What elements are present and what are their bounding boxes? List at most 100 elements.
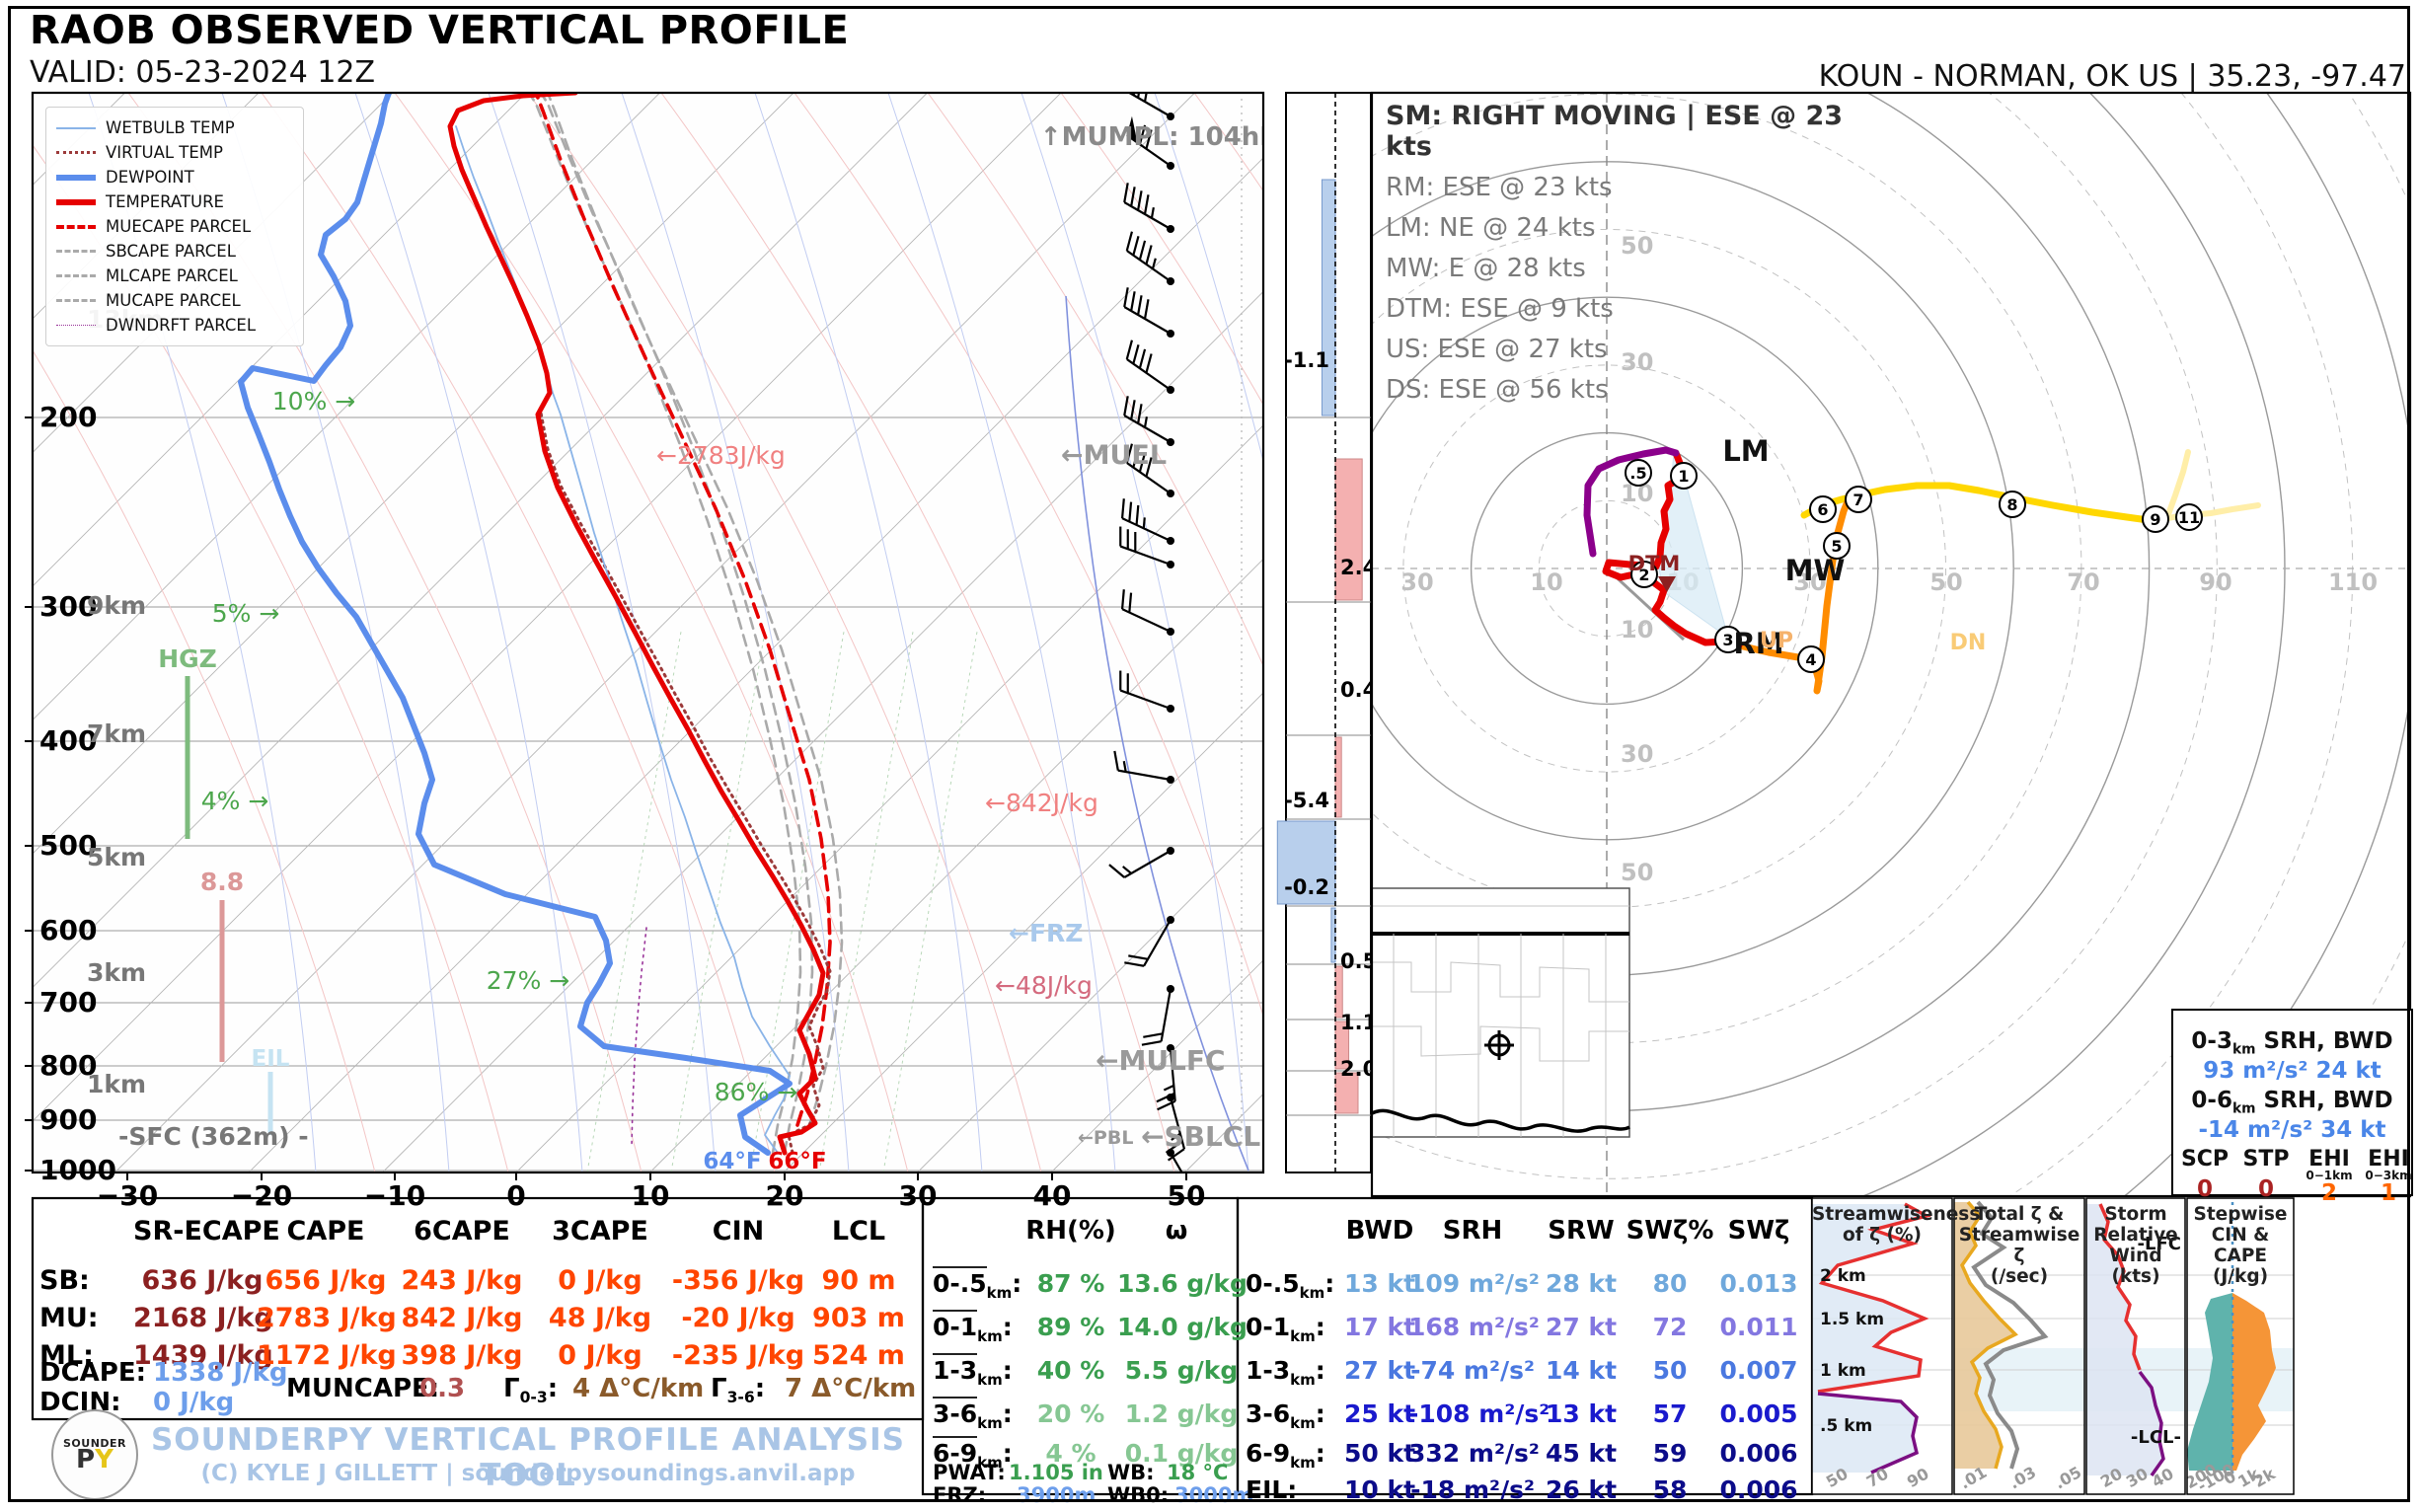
temperature-axis-label: 0	[506, 1179, 525, 1212]
kinematics-value: 27 kt	[1343, 1356, 1416, 1385]
srh-bwd-inset-box: 0-3km SRH, BWD 93 m²/s² 24 kt 0-6km SRH, B…	[2171, 1009, 2413, 1206]
kinematics-row-label: 6-9km:	[1246, 1439, 1325, 1472]
ring-label: 30	[1621, 348, 1653, 376]
muncape-value: 0.3	[419, 1374, 466, 1403]
pressure-label: 300	[39, 590, 97, 623]
dcape-label: DCAPE:	[39, 1358, 146, 1388]
moisture-omega-value: 1.2 g/kg	[1124, 1399, 1239, 1428]
legend-label: VIRTUAL TEMP	[106, 143, 223, 162]
legend-label: MUECAPE PARCEL	[106, 217, 252, 236]
moisture-omega-value: 0.1 g/kg	[1124, 1439, 1239, 1468]
skewt-annotation: EIL	[252, 1046, 290, 1072]
logo-text-bottom: PY	[76, 1445, 113, 1474]
lapse-3-6-label: Γ3-6:	[711, 1374, 766, 1407]
dwndrft-trace	[631, 927, 647, 1148]
height-km-label: 9km	[87, 591, 146, 620]
stepwise-cin-fill	[2187, 1293, 2232, 1471]
temperature-axis-label: 10	[632, 1179, 670, 1212]
thermo-value: 0 J/kg	[558, 1265, 643, 1296]
page-title: RAOB OBSERVED VERTICAL PROFILE	[30, 8, 850, 53]
muecape-trace	[534, 93, 832, 1127]
height-marker-label: 4	[1805, 650, 1816, 669]
kinematics-header-0: BWD	[1345, 1216, 1414, 1246]
kinematics-value: 0.013	[1719, 1269, 1798, 1298]
skewt-annotation: 4% →	[201, 787, 269, 815]
height-marker-label: 7	[1853, 491, 1863, 509]
branding-credit: (C) KYLE J GILLETT | sounderpysoundings.…	[200, 1461, 856, 1486]
legend-label: DEWPOINT	[106, 168, 194, 187]
pwat-label: PWAT:	[933, 1461, 1006, 1484]
dewpoint-trace	[238, 93, 793, 1156]
advection-bar	[1334, 458, 1363, 601]
kinematics-value: 168 m²/s²	[1408, 1313, 1540, 1341]
thermo-value: -20 J/kg	[681, 1303, 795, 1333]
height-marker-circle	[2175, 503, 2203, 531]
thermo-value: 903 m	[812, 1303, 905, 1333]
surface-label: -SFC (362m) -	[118, 1122, 309, 1151]
hodograph-trace-h500m_3km	[1602, 449, 1743, 649]
moisture-header-omega: ω	[1165, 1216, 1188, 1246]
skewt-annotation: 5% →	[212, 599, 280, 628]
ring-label: 70	[2067, 568, 2099, 596]
moisture-row-label: 1-3km:	[933, 1353, 1013, 1389]
legend-line-sample	[56, 325, 96, 326]
height-marker-label: 9	[2150, 510, 2160, 529]
pressure-label: 200	[39, 401, 97, 433]
height-label: 2 km	[1820, 1266, 1866, 1286]
skewt-annotation: HGZ	[158, 644, 217, 673]
kinematics-header-1: SRH	[1442, 1216, 1503, 1246]
valid-time: VALID: 05-23-2024 12Z	[30, 55, 376, 90]
thermo-header-6CAPE: 6CAPE	[414, 1216, 510, 1247]
height-marker-circle	[1999, 491, 2026, 518]
skewt-annotation: ←SBLCL	[1141, 1120, 1260, 1153]
skewt-annotation: ←FRZ	[1009, 919, 1083, 947]
thermo-value: 524 m	[812, 1340, 905, 1371]
srh-0-3-values: 93 m²/s² 24 kt	[2203, 1058, 2382, 1084]
temperature-axis-label: −20	[231, 1179, 292, 1212]
dcape-value: 1338 J/kg	[153, 1358, 288, 1388]
kinematics-value: 17 kt	[1343, 1313, 1416, 1341]
moisture-omega-value: 13.6 g/kg	[1117, 1269, 1248, 1298]
height-marker-circle	[2142, 505, 2169, 533]
kinematics-value: 72	[1652, 1313, 1688, 1341]
hodograph-trace-h6_9km	[1800, 482, 2159, 525]
legend-item-2: DEWPOINT	[56, 165, 293, 189]
index-sub: 0−1km	[2306, 1169, 2353, 1182]
ring-label: 90	[2199, 568, 2231, 596]
srh-0-3-header: 0-3km SRH, BWD	[2191, 1028, 2393, 1058]
ring-label: 30	[1793, 568, 1826, 596]
skewt-annotation: ←MULFC	[1096, 1044, 1226, 1077]
legend-label: MUCAPE PARCEL	[106, 291, 241, 310]
wb0-value: 3000m	[1174, 1483, 1254, 1507]
kinematics-value: 0.011	[1719, 1313, 1798, 1341]
ring-label: 50	[1621, 859, 1653, 886]
ring-label: 50	[1929, 568, 1962, 596]
thermo-value: 1172 J/kg	[257, 1340, 397, 1371]
legend-label: SBCAPE PARCEL	[106, 242, 236, 261]
height-km-label: 7km	[87, 719, 146, 748]
mini-chart-title-srw: Storm Relative Wind (kts)	[2093, 1204, 2178, 1287]
mini-chart-title-tz: Total ζ & Streamwise ζ (/sec)	[1958, 1204, 2080, 1287]
height-marker-circle	[1823, 532, 1851, 560]
index-header-EHI: EHI	[2308, 1147, 2350, 1172]
pwat-value: 1.105 in	[1009, 1461, 1103, 1484]
kinematics-header-3: SWζ%	[1626, 1216, 1714, 1246]
skewt-annotation: 66°F	[768, 1149, 826, 1174]
index-value-EHI: 2	[2320, 1180, 2337, 1206]
legend-item-0: WETBULB TEMP	[56, 115, 293, 140]
pressure-label: 600	[39, 914, 97, 946]
skewt-annotation: 10% →	[272, 387, 355, 416]
lapse-0-3-label: Γ0-3:	[503, 1374, 559, 1407]
legend-item-4: MUECAPE PARCEL	[56, 214, 293, 239]
kinematics-value: 332 m²/s²	[1408, 1439, 1540, 1468]
kinematics-value: 109 m²/s²	[1408, 1269, 1540, 1298]
srh-0-6-header: 0-6km SRH, BWD	[2191, 1088, 2393, 1117]
kinematics-row-label: 3-6km:	[1246, 1399, 1325, 1432]
sm-motion-4: US: ESE @ 27 kts	[1386, 335, 1608, 364]
pressure-label: 900	[39, 1103, 97, 1136]
station-location-map	[1372, 887, 1630, 1138]
height-marker-label: 2	[1638, 566, 1649, 584]
srh-0-6-values: -14 m²/s² 34 kt	[2198, 1117, 2386, 1143]
wind-barbs	[1108, 93, 1198, 1172]
